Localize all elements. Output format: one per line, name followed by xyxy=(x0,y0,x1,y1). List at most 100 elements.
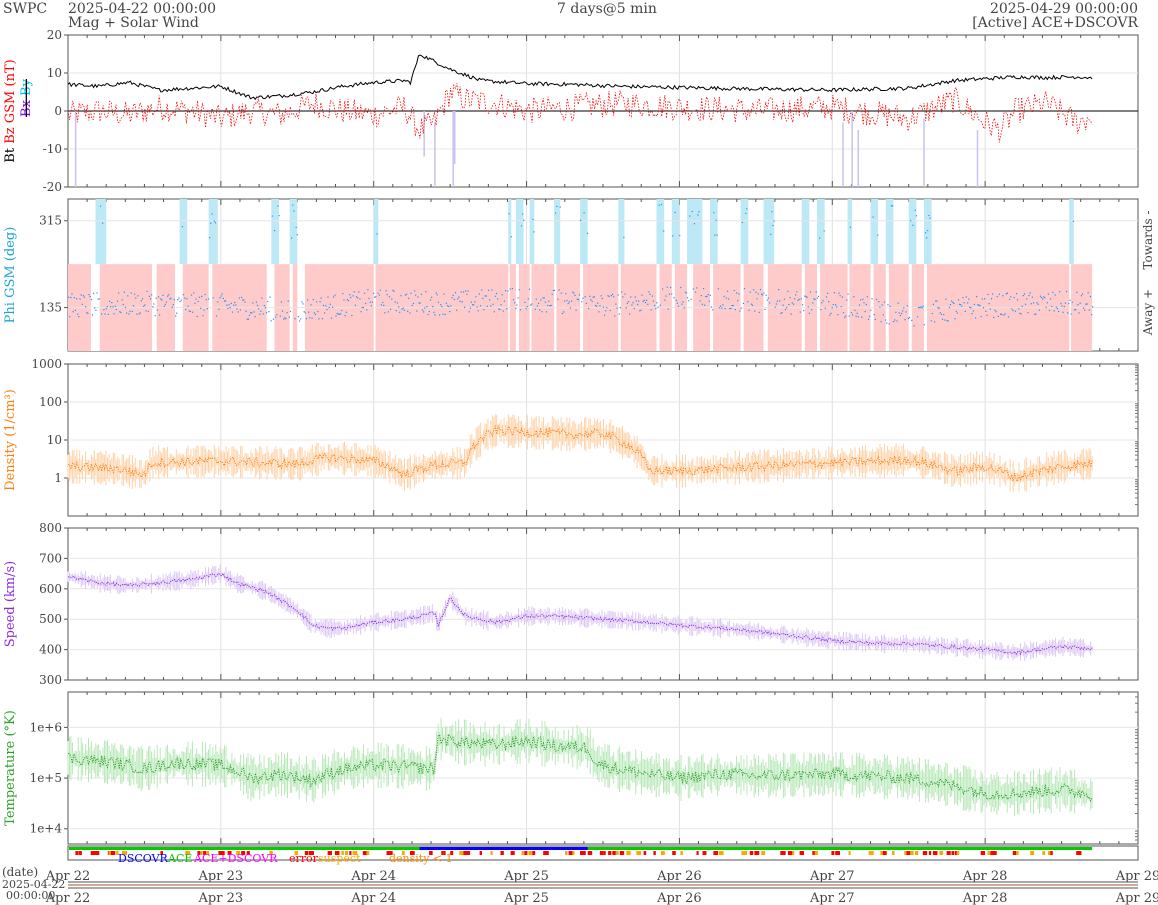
phi-ytick-label-0: 135 xyxy=(39,301,62,315)
phi-point xyxy=(879,306,881,308)
phi-point xyxy=(213,220,215,222)
status-flag xyxy=(352,851,356,855)
phi-point xyxy=(662,288,664,290)
phi-point xyxy=(964,310,966,312)
phi-point xyxy=(823,230,825,232)
phi-towards-4 xyxy=(289,199,298,265)
phi-point xyxy=(687,297,689,299)
phi-point xyxy=(815,291,817,293)
phi-point xyxy=(322,304,325,306)
status-frame xyxy=(67,845,1139,861)
phi-point xyxy=(805,296,807,298)
phi-point xyxy=(281,310,284,312)
phi-point xyxy=(624,293,626,295)
phi-point xyxy=(732,304,734,307)
phi-point xyxy=(369,301,371,303)
phi-point xyxy=(494,295,496,297)
phi-point xyxy=(1021,305,1023,307)
phi-point xyxy=(734,308,736,311)
phi-point xyxy=(143,305,145,307)
phi-point xyxy=(401,308,403,310)
phi-point xyxy=(712,309,714,311)
phi-point xyxy=(225,300,227,302)
status-flag xyxy=(939,851,944,855)
phi-point xyxy=(237,311,239,313)
phi-point xyxy=(498,308,500,310)
phi-point xyxy=(1061,305,1063,307)
status-flag xyxy=(341,851,344,855)
density-ylabel: Density (1/cm³) xyxy=(3,389,18,491)
phi-point xyxy=(70,296,72,299)
phi-point xyxy=(659,304,661,306)
phi-point xyxy=(679,234,681,237)
phi-point xyxy=(984,298,986,300)
phi-point xyxy=(444,313,446,316)
phi-point xyxy=(970,307,972,309)
phi-point xyxy=(643,299,645,301)
phi-point xyxy=(763,292,765,294)
status-flag xyxy=(613,851,619,855)
status-flag xyxy=(479,851,482,855)
phi-point xyxy=(688,300,690,302)
phi-point xyxy=(1072,220,1074,222)
phi-point xyxy=(811,309,813,311)
phi-point xyxy=(920,306,922,308)
phi-point xyxy=(394,301,396,303)
phi-point xyxy=(663,230,665,232)
phi-point xyxy=(553,289,556,291)
xtick-label-bottom-5: Apr 27 xyxy=(809,891,855,905)
phi-point xyxy=(181,226,183,228)
header-span: 7 days@5 min xyxy=(557,1,657,17)
phi-point xyxy=(280,301,282,303)
phi-point xyxy=(1020,313,1022,315)
status-flag xyxy=(608,851,612,855)
phi-point xyxy=(700,295,702,297)
phi-point xyxy=(903,307,905,309)
phi-point xyxy=(328,307,330,309)
phi-point xyxy=(291,237,293,239)
status-flag xyxy=(643,851,647,855)
phi-towards-16 xyxy=(740,199,749,265)
phi-point xyxy=(242,299,244,301)
phi-point xyxy=(179,300,181,303)
phi-point xyxy=(375,296,377,298)
phi-point xyxy=(374,296,376,298)
phi-point xyxy=(757,293,759,295)
phi-point xyxy=(338,313,340,315)
legend-dscovr: DSCOVR xyxy=(118,852,169,865)
phi-point xyxy=(325,305,327,307)
phi-point xyxy=(507,290,509,292)
phi-point xyxy=(954,318,956,320)
phi-point xyxy=(989,308,991,310)
phi-point xyxy=(119,311,121,313)
status-flag xyxy=(500,851,504,855)
phi-point xyxy=(128,313,130,315)
phi-point xyxy=(703,288,705,290)
phi-point xyxy=(198,296,201,298)
density-ytick-label-0: 1 xyxy=(54,471,62,485)
phi-point xyxy=(626,302,628,304)
status-flag xyxy=(246,851,250,855)
temperature-ytick-label-0: 1e+4 xyxy=(30,822,63,836)
phi-point xyxy=(857,316,859,318)
phi-point xyxy=(113,313,115,315)
phi-point xyxy=(609,309,611,312)
phi-point xyxy=(543,297,545,299)
status-flag xyxy=(922,851,928,855)
phi-point xyxy=(743,288,746,290)
phi-point xyxy=(770,233,772,235)
phi-point xyxy=(716,234,718,236)
phi-point xyxy=(552,290,554,292)
status-flag xyxy=(715,851,719,855)
phi-point xyxy=(946,320,948,322)
phi-point xyxy=(98,298,100,300)
phi-point xyxy=(576,298,578,300)
phi-point xyxy=(948,307,950,309)
xtick-label-top-2: Apr 24 xyxy=(350,869,396,884)
density-ytick-label-2: 100 xyxy=(39,395,62,409)
phi-point xyxy=(808,312,810,314)
phi-point xyxy=(908,316,911,319)
phi-point xyxy=(211,213,213,215)
phi-point xyxy=(720,305,722,307)
phi-point xyxy=(1009,298,1011,300)
